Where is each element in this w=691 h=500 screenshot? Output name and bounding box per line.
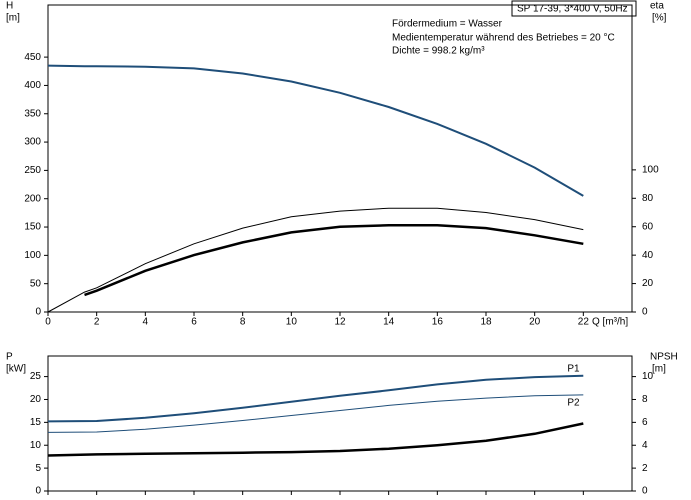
y2-tick-label: 10 [642, 371, 654, 382]
curve [47, 394, 584, 433]
y2-tick-label: 0 [642, 486, 648, 497]
curve [84, 224, 584, 297]
y-tick-label: 250 [24, 165, 41, 176]
y2-unit: [m] [652, 364, 666, 375]
x-tick-label: 0 [45, 317, 51, 328]
y2-tick-label: 40 [642, 250, 654, 261]
y-tick-label: 10 [30, 440, 42, 451]
y-tick-label: 300 [24, 137, 41, 148]
y-label: H [6, 1, 13, 12]
curve [47, 374, 584, 423]
y-tick-label: 150 [24, 222, 41, 233]
y2-tick-label: 20 [642, 278, 654, 289]
y-tick-label: 400 [24, 80, 41, 91]
x-tick-label: 16 [432, 317, 444, 328]
curve [47, 422, 584, 457]
y-tick-label: 350 [24, 108, 41, 119]
y-unit: [m] [6, 13, 20, 24]
x-tick-label: 6 [191, 317, 197, 328]
y2-unit: [%] [652, 13, 667, 24]
y2-tick-label: 100 [642, 165, 659, 176]
y-tick-label: 20 [30, 394, 42, 405]
x-tick-label: 20 [529, 317, 541, 328]
y-tick-label: 0 [35, 307, 41, 318]
header: SP 17-39, 3*400 V, 50Hz [517, 4, 628, 15]
x-tick-label: 2 [94, 317, 100, 328]
x-tick-label: 10 [286, 317, 298, 328]
y-tick-label: 100 [24, 250, 41, 261]
x-tick-label: 8 [240, 317, 246, 328]
legend-label: P2 [567, 398, 580, 409]
y-tick-label: 50 [30, 278, 42, 289]
y2-label: NPSH [650, 352, 678, 363]
x-tick-label: 12 [334, 317, 346, 328]
y2-tick-label: 2 [642, 463, 648, 474]
y2-tick-label: 6 [642, 417, 648, 428]
legend-label: P1 [567, 363, 580, 374]
y-unit: [kW] [6, 364, 26, 375]
y2-tick-label: 80 [642, 193, 654, 204]
note: Fördermedium = Wasser [392, 19, 503, 30]
curve [47, 64, 584, 197]
curve [47, 207, 584, 313]
note: Dichte = 998.2 kg/m³ [392, 46, 485, 57]
y2-tick-label: 60 [642, 221, 654, 232]
y2-tick-label: 8 [642, 394, 648, 405]
y-label: P [6, 352, 13, 363]
x-tick-label: 4 [143, 317, 149, 328]
x-tick-label: 22 [578, 317, 590, 328]
note: Medientemperatur während des Betriebes =… [392, 33, 615, 44]
y2-tick-label: 4 [642, 440, 648, 451]
x-tick-label: 14 [383, 317, 395, 328]
y-tick-label: 450 [24, 52, 41, 63]
y-tick-label: 0 [35, 486, 41, 497]
x-label: Q [m³/h] [592, 317, 628, 328]
x-tick-label: 18 [480, 317, 492, 328]
y-tick-label: 200 [24, 193, 41, 204]
y2-label: eta [650, 1, 664, 12]
y-tick-label: 5 [35, 463, 41, 474]
y-tick-label: 25 [30, 371, 42, 382]
plot-frame [47, 4, 633, 313]
y-tick-label: 15 [30, 417, 42, 428]
y2-tick-label: 0 [642, 307, 648, 318]
